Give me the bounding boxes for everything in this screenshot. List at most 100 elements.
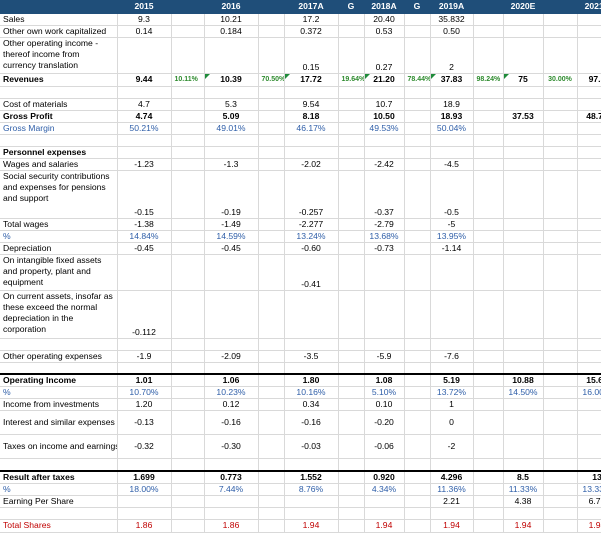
cell[interactable] [258, 242, 285, 255]
cell[interactable] [404, 110, 431, 123]
cell[interactable] [430, 146, 474, 159]
cell[interactable]: 11.36% [430, 483, 474, 496]
cell[interactable] [338, 158, 365, 171]
cell[interactable] [543, 398, 578, 411]
cell[interactable]: 0.184 [204, 25, 259, 38]
row-label-cell[interactable]: Revenues [0, 73, 118, 87]
cell[interactable] [404, 338, 431, 351]
cell[interactable] [364, 495, 405, 508]
cell[interactable] [338, 230, 365, 243]
cell[interactable] [117, 458, 172, 471]
cell[interactable]: -0.257 [284, 170, 339, 219]
cell[interactable]: 2021E [577, 0, 601, 14]
cell[interactable] [473, 86, 504, 99]
cell[interactable]: -0.13 [117, 410, 172, 435]
cell[interactable] [543, 37, 578, 74]
cell[interactable]: 0.53 [364, 25, 405, 38]
cell[interactable] [258, 122, 285, 135]
cell[interactable] [577, 410, 601, 435]
cell[interactable] [473, 170, 504, 219]
cell[interactable] [473, 146, 504, 159]
cell[interactable] [473, 338, 504, 351]
cell[interactable]: 4.34% [364, 483, 405, 496]
cell[interactable]: -0.20 [364, 410, 405, 435]
cell[interactable] [171, 158, 205, 171]
cell[interactable]: 0.14 [117, 25, 172, 38]
cell[interactable] [543, 13, 578, 26]
cell[interactable] [171, 110, 205, 123]
row-label-cell[interactable]: On current assets, insofar as these exce… [0, 290, 118, 339]
cell[interactable]: 1.94 [430, 519, 474, 533]
cell[interactable] [577, 25, 601, 38]
cell[interactable]: 37.53 [503, 110, 544, 123]
cell[interactable] [258, 37, 285, 74]
cell[interactable]: 98.24% [473, 73, 504, 87]
cell[interactable]: -1.9 [117, 350, 172, 363]
cell[interactable]: 1.01 [117, 373, 172, 387]
cell[interactable] [543, 98, 578, 111]
cell[interactable] [258, 98, 285, 111]
cell[interactable]: 49.53% [364, 122, 405, 135]
cell[interactable] [577, 507, 601, 520]
cell[interactable] [404, 13, 431, 26]
cell[interactable] [404, 386, 431, 399]
cell[interactable]: 1.94 [364, 519, 405, 533]
cell[interactable] [338, 386, 365, 399]
cell[interactable]: 19.64% [338, 73, 365, 87]
cell[interactable] [171, 519, 205, 533]
cell[interactable] [404, 458, 431, 471]
cell[interactable] [404, 495, 431, 508]
cell[interactable] [503, 170, 544, 219]
cell[interactable] [430, 290, 474, 339]
cell[interactable] [171, 98, 205, 111]
cell[interactable] [503, 350, 544, 363]
cell[interactable] [404, 146, 431, 159]
cell[interactable] [404, 218, 431, 231]
row-label-cell[interactable] [0, 0, 118, 14]
cell[interactable] [543, 519, 578, 533]
cell[interactable] [473, 350, 504, 363]
cell[interactable]: 5.3 [204, 98, 259, 111]
cell[interactable]: 1.94 [284, 519, 339, 533]
cell[interactable]: 10.21 [204, 13, 259, 26]
cell[interactable]: 17.72 [284, 73, 339, 87]
cell[interactable]: 0.15 [284, 37, 339, 74]
cell[interactable] [171, 25, 205, 38]
cell[interactable] [543, 469, 578, 484]
cell[interactable] [258, 338, 285, 351]
cell[interactable] [258, 410, 285, 435]
cell[interactable] [338, 170, 365, 219]
cell[interactable] [338, 410, 365, 435]
row-label-cell[interactable]: Social security contributions and expens… [0, 170, 118, 219]
cell[interactable] [543, 170, 578, 219]
cell[interactable]: 0.372 [284, 25, 339, 38]
cell[interactable]: 30.00% [543, 73, 578, 87]
cell[interactable] [171, 86, 205, 99]
cell[interactable] [473, 110, 504, 123]
cell[interactable]: 11.33% [503, 483, 544, 496]
cell[interactable] [503, 290, 544, 339]
cell[interactable] [171, 218, 205, 231]
cell[interactable]: 35.832 [430, 13, 474, 26]
cell[interactable] [473, 495, 504, 508]
cell[interactable] [258, 398, 285, 411]
cell[interactable] [258, 86, 285, 99]
cell[interactable] [473, 134, 504, 147]
cell[interactable] [204, 338, 259, 351]
cell[interactable] [171, 362, 205, 375]
cell[interactable] [473, 290, 504, 339]
cell[interactable] [171, 254, 205, 291]
cell[interactable] [404, 434, 431, 459]
cell[interactable] [577, 122, 601, 135]
cell[interactable] [364, 146, 405, 159]
cell[interactable]: 18.93 [430, 110, 474, 123]
cell[interactable] [171, 434, 205, 459]
cell[interactable] [117, 507, 172, 520]
cell[interactable]: 13.33% [577, 483, 601, 496]
cell[interactable] [543, 86, 578, 99]
cell[interactable] [577, 170, 601, 219]
cell[interactable]: -1.38 [117, 218, 172, 231]
cell[interactable] [171, 495, 205, 508]
cell[interactable]: 13 [577, 469, 601, 484]
cell[interactable]: 5.09 [204, 110, 259, 123]
